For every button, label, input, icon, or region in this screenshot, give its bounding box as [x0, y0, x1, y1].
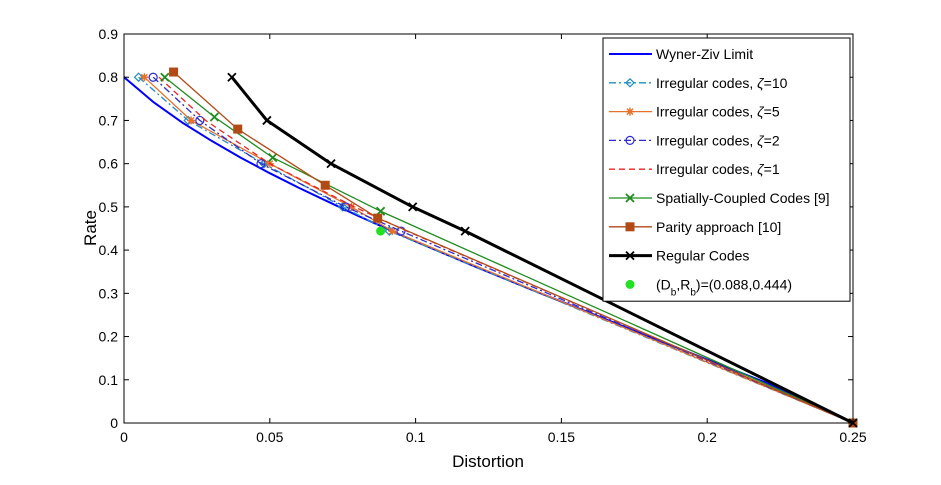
legend-label: Wyner-Ziv Limit	[656, 46, 753, 62]
data-point	[388, 227, 397, 236]
legend-label-part: Irregular codes,	[656, 132, 757, 148]
legend-marker	[625, 279, 635, 289]
y-tick-label: 0.7	[99, 112, 119, 128]
y-tick-label: 0.9	[99, 26, 119, 42]
data-point	[187, 116, 196, 125]
legend-label-part: Regular Codes	[656, 248, 749, 264]
x-tick-label: 0.15	[548, 429, 575, 445]
data-point	[341, 202, 351, 212]
legend-label: (Db,Rb)=(0.088,0.444)	[656, 276, 792, 298]
legend-entry: Irregular codes, ζ=2	[609, 132, 780, 148]
legend-subscript: b	[690, 287, 696, 298]
data-point	[233, 124, 243, 134]
legend-label-part: Parity approach [10]	[656, 219, 781, 235]
legend-label-part: Irregular codes,	[656, 104, 757, 120]
series-line	[143, 76, 854, 424]
legend-symbol: ζ	[757, 132, 765, 148]
data-point	[396, 226, 406, 236]
x-tick-label: 0.1	[406, 429, 426, 445]
y-tick-label: 0.1	[99, 372, 119, 388]
legend-label-part: =2	[764, 132, 780, 148]
y-axis-title: Rate	[81, 210, 100, 246]
series-line	[230, 76, 854, 425]
legend-marker	[625, 135, 635, 145]
x-tick-label: 0.25	[839, 429, 866, 445]
legend-label-part: Irregular codes,	[656, 75, 757, 91]
legend-label: Parity approach [10]	[656, 219, 781, 235]
legend-label-part: Spatially-Coupled Codes [9]	[656, 190, 830, 206]
legend-label: Irregular codes, ζ=1	[656, 161, 780, 177]
x-tick-label: 0	[120, 429, 128, 445]
legend-entry: Parity approach [10]	[609, 219, 781, 235]
data-point	[347, 202, 356, 211]
series-line	[152, 76, 854, 424]
data-point	[460, 226, 470, 236]
legend-label-part: =1	[764, 161, 780, 177]
data-point	[320, 180, 330, 190]
series-8	[376, 226, 386, 236]
axes-box	[123, 33, 854, 424]
legend-label: Regular Codes	[656, 248, 749, 264]
legend-label-part: ,R	[676, 276, 690, 292]
data-point	[376, 226, 386, 236]
y-tick-label: 0.4	[99, 242, 119, 258]
data-point	[256, 159, 266, 169]
legend-marker	[625, 193, 635, 203]
data-point	[326, 159, 336, 169]
legend-marker	[626, 107, 634, 116]
series-7	[227, 72, 858, 428]
y-tick-label: 0.5	[99, 199, 119, 215]
legend-label: Irregular codes, ζ=10	[656, 75, 788, 91]
legend-label-part: (D	[656, 276, 671, 292]
legend-entry: Irregular codes, ζ=1	[609, 161, 780, 177]
data-point	[140, 73, 149, 82]
data-point	[169, 67, 179, 77]
series-layer	[123, 67, 858, 428]
legend-entry: (Db,Rb)=(0.088,0.444)	[625, 276, 792, 298]
x-axis-title: Distortion	[452, 452, 524, 471]
legend-label-part: Irregular codes,	[656, 161, 757, 177]
legend-symbol: ζ	[757, 104, 765, 120]
legend-label-part: =10	[764, 75, 788, 91]
legend-label: Irregular codes, ζ=5	[656, 104, 780, 120]
legend-label: Irregular codes, ζ=2	[656, 132, 780, 148]
y-tick-label: 0	[110, 415, 118, 431]
data-point	[195, 115, 205, 126]
legend-symbol: ζ	[757, 161, 765, 177]
legend-symbol: ζ	[757, 75, 765, 91]
data-point	[268, 152, 278, 163]
data-point	[227, 72, 237, 82]
data-point	[133, 72, 144, 83]
legend-marker	[625, 250, 635, 261]
legend-entry: Regular Codes	[609, 248, 749, 264]
x-tick-label: 0.05	[256, 429, 283, 445]
data-point	[209, 112, 220, 122]
data-point	[262, 115, 272, 126]
legend-marker	[625, 222, 635, 232]
data-point	[160, 72, 170, 82]
legend-entry: Irregular codes, ζ=10	[609, 75, 788, 91]
legend-marker	[625, 77, 635, 88]
legend-label: Spatially-Coupled Codes [9]	[656, 190, 830, 206]
data-point	[148, 72, 158, 82]
legend-label-part: =5	[764, 104, 780, 120]
axes-layer: 0 0.05 0.1 0.15 0.2 0.25 0 0.1 0.2 0.3 0.4 0.5 0.6 0.…	[99, 26, 867, 445]
legend-subscript: b	[671, 287, 677, 298]
legend-label-part: Wyner-Ziv Limit	[656, 46, 753, 62]
data-point	[408, 202, 418, 212]
x-tick-label: 0.2	[697, 429, 717, 445]
y-tick-label: 0.3	[99, 285, 119, 301]
legend-label-part: )=(0.088,0.444)	[696, 276, 792, 292]
legend-entry: Wyner-Ziv Limit	[609, 46, 753, 62]
series-3	[148, 72, 854, 424]
legend-entry: Irregular codes, ζ=5	[609, 104, 780, 120]
y-tick-label: 0.6	[99, 156, 119, 172]
legend-entry: Spatially-Coupled Codes [9]	[609, 190, 830, 206]
data-point	[373, 213, 383, 223]
y-tick-label: 0.8	[99, 69, 119, 85]
data-point	[337, 202, 348, 212]
y-tick-label: 0.2	[99, 329, 119, 345]
